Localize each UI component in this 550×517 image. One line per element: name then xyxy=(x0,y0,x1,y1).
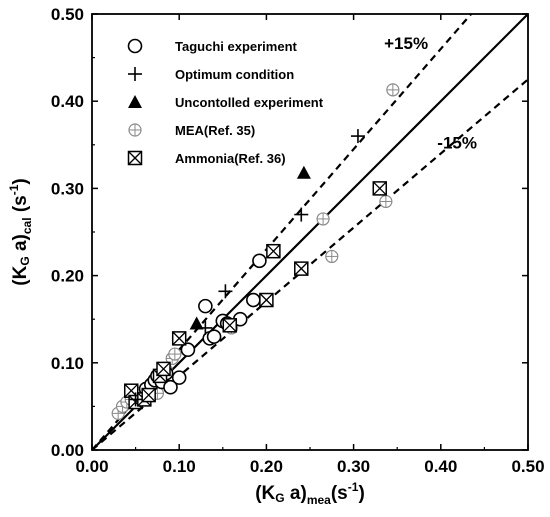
x-tick-label: 0.30 xyxy=(337,457,370,476)
data-point xyxy=(171,370,187,385)
legend-item: Taguchi experiment xyxy=(127,38,298,54)
legend-marker xyxy=(128,67,142,81)
data-point xyxy=(266,243,281,259)
data-point xyxy=(252,253,267,269)
legend-item: Optimum condition xyxy=(128,67,294,82)
legend-label: Optimum condition xyxy=(175,67,294,82)
y-tick-label: 0.00 xyxy=(51,441,84,460)
data-point xyxy=(168,347,182,361)
series-filled-triangle xyxy=(189,165,311,330)
y-axis-label: (KG a)cal (s-1) xyxy=(7,178,34,285)
data-point xyxy=(171,331,187,346)
legend-marker xyxy=(127,150,143,166)
legend-label: MEA(Ref. 35) xyxy=(175,123,255,138)
data-point xyxy=(206,329,222,344)
data-point xyxy=(294,261,309,276)
data-point xyxy=(372,181,388,196)
x-tick-label: 0.10 xyxy=(163,457,196,476)
data-point xyxy=(294,207,309,222)
annotation-label: -15% xyxy=(437,133,477,152)
data-point xyxy=(222,318,238,333)
legend-marker xyxy=(128,123,142,137)
y-tick-label: 0.30 xyxy=(51,179,84,198)
data-point xyxy=(379,194,393,209)
legend-marker xyxy=(127,38,143,54)
y-tick-label: 0.20 xyxy=(51,267,84,286)
data-point xyxy=(325,249,339,264)
data-point xyxy=(189,316,204,330)
legend-item: Ammonia(Ref. 36) xyxy=(127,150,286,166)
data-point xyxy=(218,284,233,299)
legend-label: Taguchi experiment xyxy=(175,39,298,54)
data-point xyxy=(180,342,196,358)
legend-label: Ammonia(Ref. 36) xyxy=(175,151,286,166)
data-point xyxy=(141,387,156,403)
y-tick-label: 0.50 xyxy=(51,5,84,24)
x-axis-label: (KG a)mea(s-1) xyxy=(255,480,365,507)
annotation-label: +15% xyxy=(384,34,428,53)
data-point xyxy=(246,292,261,308)
data-point xyxy=(350,129,365,144)
legend-item: MEA(Ref. 35) xyxy=(128,123,255,138)
data-point xyxy=(156,361,171,377)
data-point xyxy=(198,298,213,314)
data-point xyxy=(128,392,143,407)
data-points xyxy=(111,83,400,420)
y-tick-label: 0.10 xyxy=(51,354,84,373)
data-point xyxy=(163,379,178,395)
x-tick-label: 0.50 xyxy=(511,457,544,476)
y-tick-label: 0.40 xyxy=(51,92,84,111)
data-point xyxy=(259,292,274,308)
x-tick-label: 0.40 xyxy=(424,457,457,476)
data-point xyxy=(296,165,311,179)
series-open-circle xyxy=(130,253,267,407)
legend: Taguchi experiment Optimum condition Uncon… xyxy=(127,38,324,166)
legend-marker xyxy=(128,95,142,108)
axis-ticks: 0.00 0.10 0.20 0.30 0.40 0.50 0.00 0.10 0.20 0.30… xyxy=(51,5,545,476)
x-tick-label: 0.20 xyxy=(250,457,283,476)
legend-item: Uncontolled experiment xyxy=(128,95,324,110)
data-point xyxy=(316,212,330,226)
legend-label: Uncontolled experiment xyxy=(175,95,324,110)
x-tick-label: 0.00 xyxy=(75,457,108,476)
annotations: +15% -15% xyxy=(384,34,477,152)
data-point xyxy=(386,83,400,97)
